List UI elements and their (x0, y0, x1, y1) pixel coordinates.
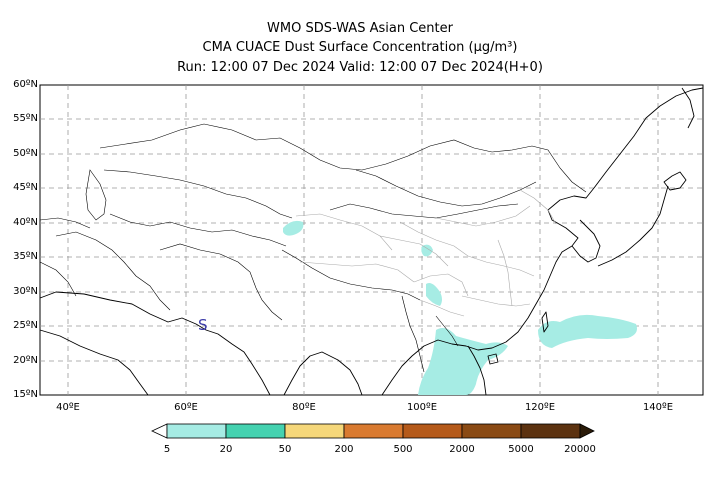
lat-label-35: 35ºN (13, 251, 38, 262)
border-laos (435, 315, 459, 347)
lat-label-55: 55ºN (13, 113, 38, 124)
coast-japan (597, 185, 669, 267)
lat-label-25: 25ºN (13, 320, 38, 331)
border-myanmar (401, 295, 425, 373)
province-yunnan (419, 299, 465, 317)
colorbar-label-20: 20 (219, 444, 233, 455)
coast-russia-far-east (593, 87, 704, 189)
lon-label-80: 80ºE (292, 402, 316, 413)
dust-area-taklimakan (283, 220, 304, 236)
lat-label-50: 50ºN (13, 148, 38, 159)
province-central (467, 255, 535, 277)
dust-area-indochina (418, 328, 508, 395)
coast-kamchatka (681, 87, 695, 129)
colorbar-bin-6 (461, 423, 522, 439)
colorbar-label-500: 500 (393, 444, 413, 455)
colorbar-arrow-left (151, 423, 168, 439)
border-turkey (39, 217, 91, 229)
border-kazakhstan (103, 169, 293, 219)
lon-label-140: 140ºE (642, 402, 674, 413)
colorbar-bin-3 (284, 423, 345, 439)
chart-title: WMO SDS-WAS Asian Center (267, 21, 453, 36)
border-iraq (39, 261, 77, 297)
coast-southeast-asia (381, 187, 595, 396)
run-valid-time: Run: 12:00 07 Dec 2024 Valid: 12:00 07 D… (177, 60, 543, 75)
colorbar-label-20000: 20000 (564, 444, 596, 455)
map-frame (39, 84, 704, 396)
lat-label-60: 60ºN (13, 79, 38, 90)
province-east (497, 239, 513, 307)
colorbar (151, 423, 595, 439)
colorbar-label-5: 5 (163, 444, 171, 455)
lon-label-40: 40ºE (56, 402, 80, 413)
lat-label-45: 45ºN (13, 182, 38, 193)
province-northeast (519, 189, 557, 225)
colorbar-bin-2 (225, 423, 286, 439)
colorbar-bin-4 (343, 423, 404, 439)
colorbar-bin-1 (166, 423, 227, 439)
coast-arabia-india (39, 291, 271, 396)
graticule (40, 85, 703, 395)
coast-vietnam (467, 345, 487, 396)
province-inner-mongolia (435, 205, 531, 227)
border-china-mongolia (329, 203, 519, 219)
dust-area-westpacific (538, 314, 637, 348)
province-gansu (399, 221, 469, 257)
lat-label-20: 20ºN (13, 355, 38, 366)
province-south (461, 295, 531, 307)
lon-label-100: 100ºE (406, 402, 438, 413)
province-borders (295, 189, 557, 317)
border-afghanistan-pakistan (159, 243, 283, 321)
dust-areas (283, 220, 637, 395)
province-sichuan (413, 273, 469, 297)
province-qinghai (379, 235, 449, 267)
lat-label-40: 40ºN (13, 217, 38, 228)
dust-area-southwest (426, 283, 442, 306)
coast-korea (571, 219, 601, 263)
province-tibet (299, 261, 415, 283)
lat-label-15: 15ºN (13, 389, 38, 400)
colorbar-bin-7 (520, 423, 581, 439)
coastlines (39, 87, 704, 396)
coast-hainan (487, 353, 499, 365)
colorbar-label-50: 50 (278, 444, 292, 455)
coast-bay-of-bengal (283, 351, 363, 396)
colorbar-label-5000: 5000 (508, 444, 534, 455)
colorbar-bin-5 (402, 423, 463, 439)
lat-label-30: 30ºN (13, 286, 38, 297)
border-india-china (281, 249, 421, 301)
province-xinjiang (295, 213, 393, 251)
border-iran (55, 231, 171, 311)
border-caspian (85, 169, 107, 221)
dust-area-qinghai (421, 244, 433, 257)
coast-taiwan (541, 311, 549, 333)
colorbar-label-200: 200 (334, 444, 354, 455)
lon-label-60: 60ºE (174, 402, 198, 413)
border-russia-south (99, 123, 587, 193)
site-marker: S (198, 316, 208, 334)
chart-subtitle: CMA CUACE Dust Surface Concentration (μg… (202, 40, 518, 55)
border-central-asia (109, 213, 287, 247)
colorbar-arrow-right (579, 423, 595, 439)
coast-japan-hokkaido (663, 171, 687, 191)
colorbar-label-2000: 2000 (449, 444, 475, 455)
border-mongolia (355, 169, 537, 207)
coast-arabian-peninsula (39, 329, 149, 396)
lon-label-120: 120ºE (524, 402, 556, 413)
country-borders (39, 123, 587, 373)
